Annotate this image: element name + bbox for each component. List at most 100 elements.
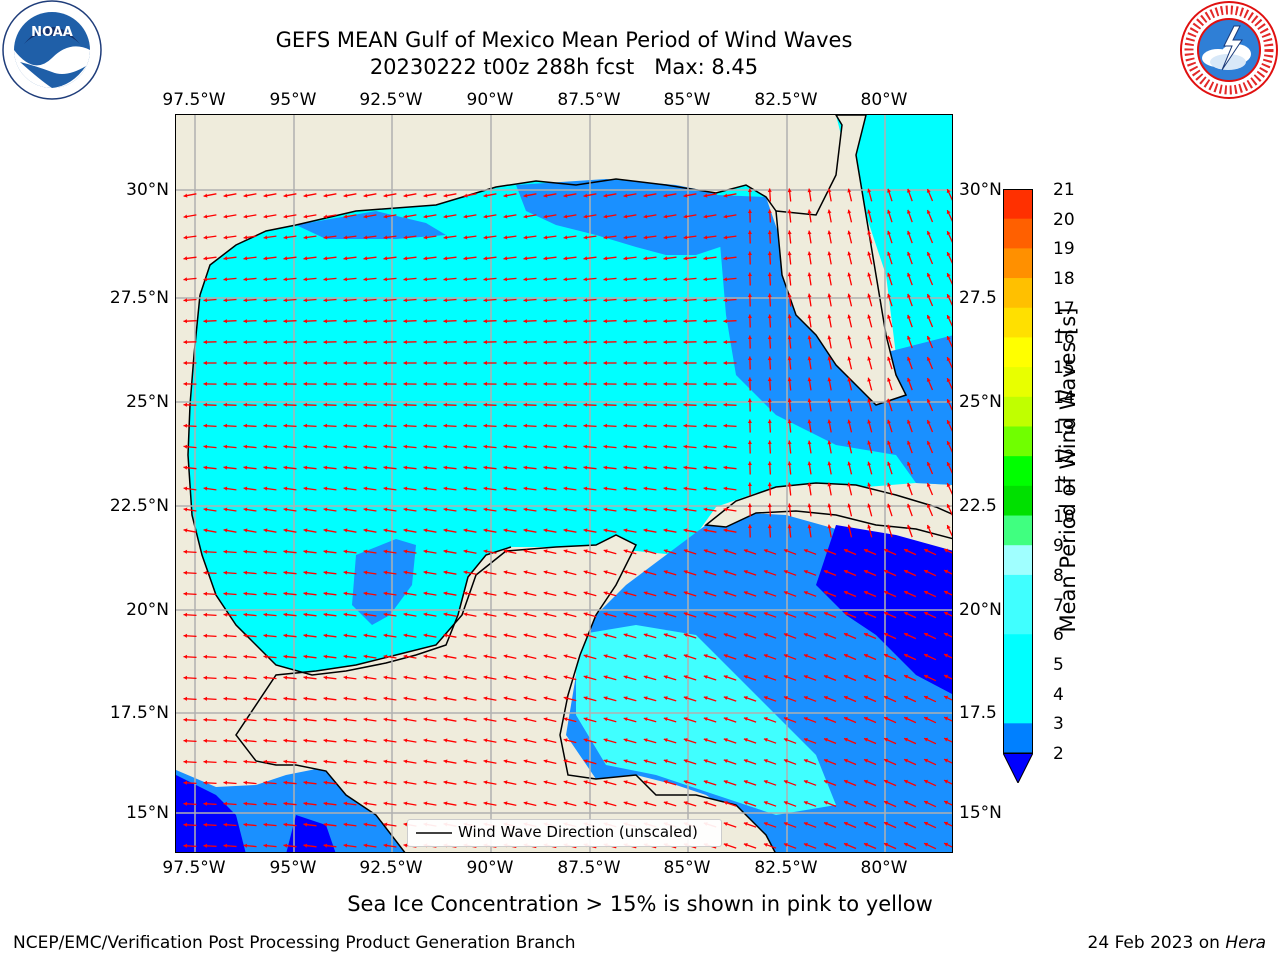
wave-arrow-head: [827, 209, 832, 214]
wave-arrow-head: [283, 402, 287, 407]
wave-arrow-head: [663, 319, 667, 324]
wave-arrow-head: [303, 277, 308, 282]
wave-arrow-head: [583, 235, 588, 240]
wave-arrow-head: [343, 570, 348, 575]
wave-arrow-head: [283, 822, 288, 827]
wave-arrow-head: [343, 214, 348, 219]
wave-arrow-head: [543, 717, 548, 722]
wave-arrow-head: [423, 738, 428, 743]
wave-arrow-head: [623, 319, 627, 324]
wave-arrow-head: [223, 402, 227, 407]
wave-arrow-head: [807, 335, 812, 340]
wave-arrow-head: [743, 675, 748, 679]
wave-arrow-head: [183, 423, 188, 428]
wave-arrow-head: [303, 612, 308, 617]
colorbar-swatch-17: [1003, 278, 1033, 309]
wave-arrow-head: [263, 528, 268, 533]
colorbar-tick-3: 3: [1053, 714, 1064, 735]
wave-arrow-head: [643, 717, 648, 722]
wave-arrow-head: [683, 696, 688, 700]
wave-arrow-head: [827, 293, 832, 298]
wave-arrow-head: [483, 381, 487, 386]
wave-period-map: [176, 115, 952, 852]
colorbar-swatch-4: [1003, 663, 1033, 695]
wave-arrow-head: [363, 319, 367, 324]
wave-arrow-head: [907, 524, 911, 529]
wave-arrow-head: [303, 528, 308, 533]
colorbar-swatch-11: [1003, 456, 1033, 487]
lon-tick-top-2: 95°W: [269, 90, 317, 110]
wave-arrow-head: [583, 298, 588, 303]
wave-arrow-head: [263, 591, 268, 596]
graticule: [176, 115, 952, 852]
wave-arrow-head: [343, 444, 348, 449]
wave-arrow-head: [503, 298, 508, 303]
wave-arrow-head: [363, 549, 368, 554]
wave-arrow-head: [603, 507, 608, 512]
wave-arrow-head: [803, 801, 808, 805]
wave-arrow-head: [583, 717, 588, 722]
wave-arrow-head: [603, 214, 608, 219]
wave-arrow-head: [483, 549, 488, 554]
wave-arrow-head: [827, 398, 832, 403]
wave-arrow-head: [887, 251, 891, 256]
wave-arrow-head: [263, 235, 268, 240]
wave-arrow-head: [443, 591, 448, 596]
wave-arrow-head: [807, 440, 812, 445]
noaa-logo: NOAA: [0, 0, 104, 100]
wave-arrow-head: [563, 738, 568, 743]
wave-arrow-head: [926, 441, 931, 445]
wave-arrow-head: [243, 360, 247, 366]
wave-arrow-head: [803, 549, 808, 553]
wave-arrow-head: [183, 717, 188, 722]
wave-arrow-head: [223, 717, 228, 722]
wave-arrow-head: [543, 381, 547, 386]
wave-arrow-head: [423, 549, 428, 554]
wave-arrow-head: [383, 738, 388, 743]
wave-arrow-head: [583, 319, 587, 324]
wave-arrow-head: [563, 717, 568, 722]
wave-arrow-head: [683, 214, 688, 219]
wave-arrow-head: [803, 591, 808, 595]
wave-arrow-head: [543, 256, 548, 261]
wave-arrow-head: [323, 759, 328, 764]
wave-arrow-head: [503, 465, 508, 470]
wave-arrow-head: [263, 298, 268, 303]
wave-arrow-head: [423, 717, 428, 722]
wave-arrow-head: [924, 548, 929, 553]
wave-arrow-head: [887, 230, 891, 235]
florida-land: [775, 115, 908, 406]
wave-arrow-head: [403, 717, 408, 722]
wave-arrow-head: [763, 633, 768, 637]
wave-arrow-head: [663, 486, 668, 491]
wave-arrow-head: [944, 569, 949, 574]
wave-arrow-head: [443, 759, 448, 764]
wave-arrow-head: [603, 549, 608, 554]
wave-arrow-head: [743, 612, 748, 616]
wave-arrow-head: [767, 482, 772, 487]
wave-arrow-head: [827, 461, 832, 466]
lon-tick-bottom-1: 97.5°W: [162, 858, 226, 878]
wave-arrow-head: [944, 737, 949, 742]
colorbar-border: [1003, 189, 1033, 754]
wave-arrow-head: [183, 235, 188, 240]
wave-arrow-head: [887, 419, 891, 424]
wave-arrow-head: [363, 507, 368, 512]
wave-arrow-head: [543, 486, 548, 491]
wave-arrow-head: [844, 800, 848, 805]
wave-arrow-head: [683, 612, 688, 616]
wave-arrow-head: [183, 319, 187, 324]
wave-arrow-head: [827, 314, 832, 319]
wave-arrow-head: [283, 843, 288, 848]
wave-arrow-head: [523, 759, 528, 764]
wave-arrow-head: [663, 256, 668, 261]
wave-arrow-head: [563, 633, 568, 638]
wave-arrow-head: [243, 340, 247, 345]
wave-arrow-head: [603, 256, 608, 261]
legend-label: Wind Wave Direction (unscaled): [458, 823, 698, 841]
wave-arrow-head: [463, 612, 468, 617]
wave-arrow-head: [363, 277, 368, 282]
wave-arrow-head: [926, 378, 931, 382]
wave-arrow-head: [747, 482, 752, 486]
wave-arrow-head: [827, 356, 832, 361]
